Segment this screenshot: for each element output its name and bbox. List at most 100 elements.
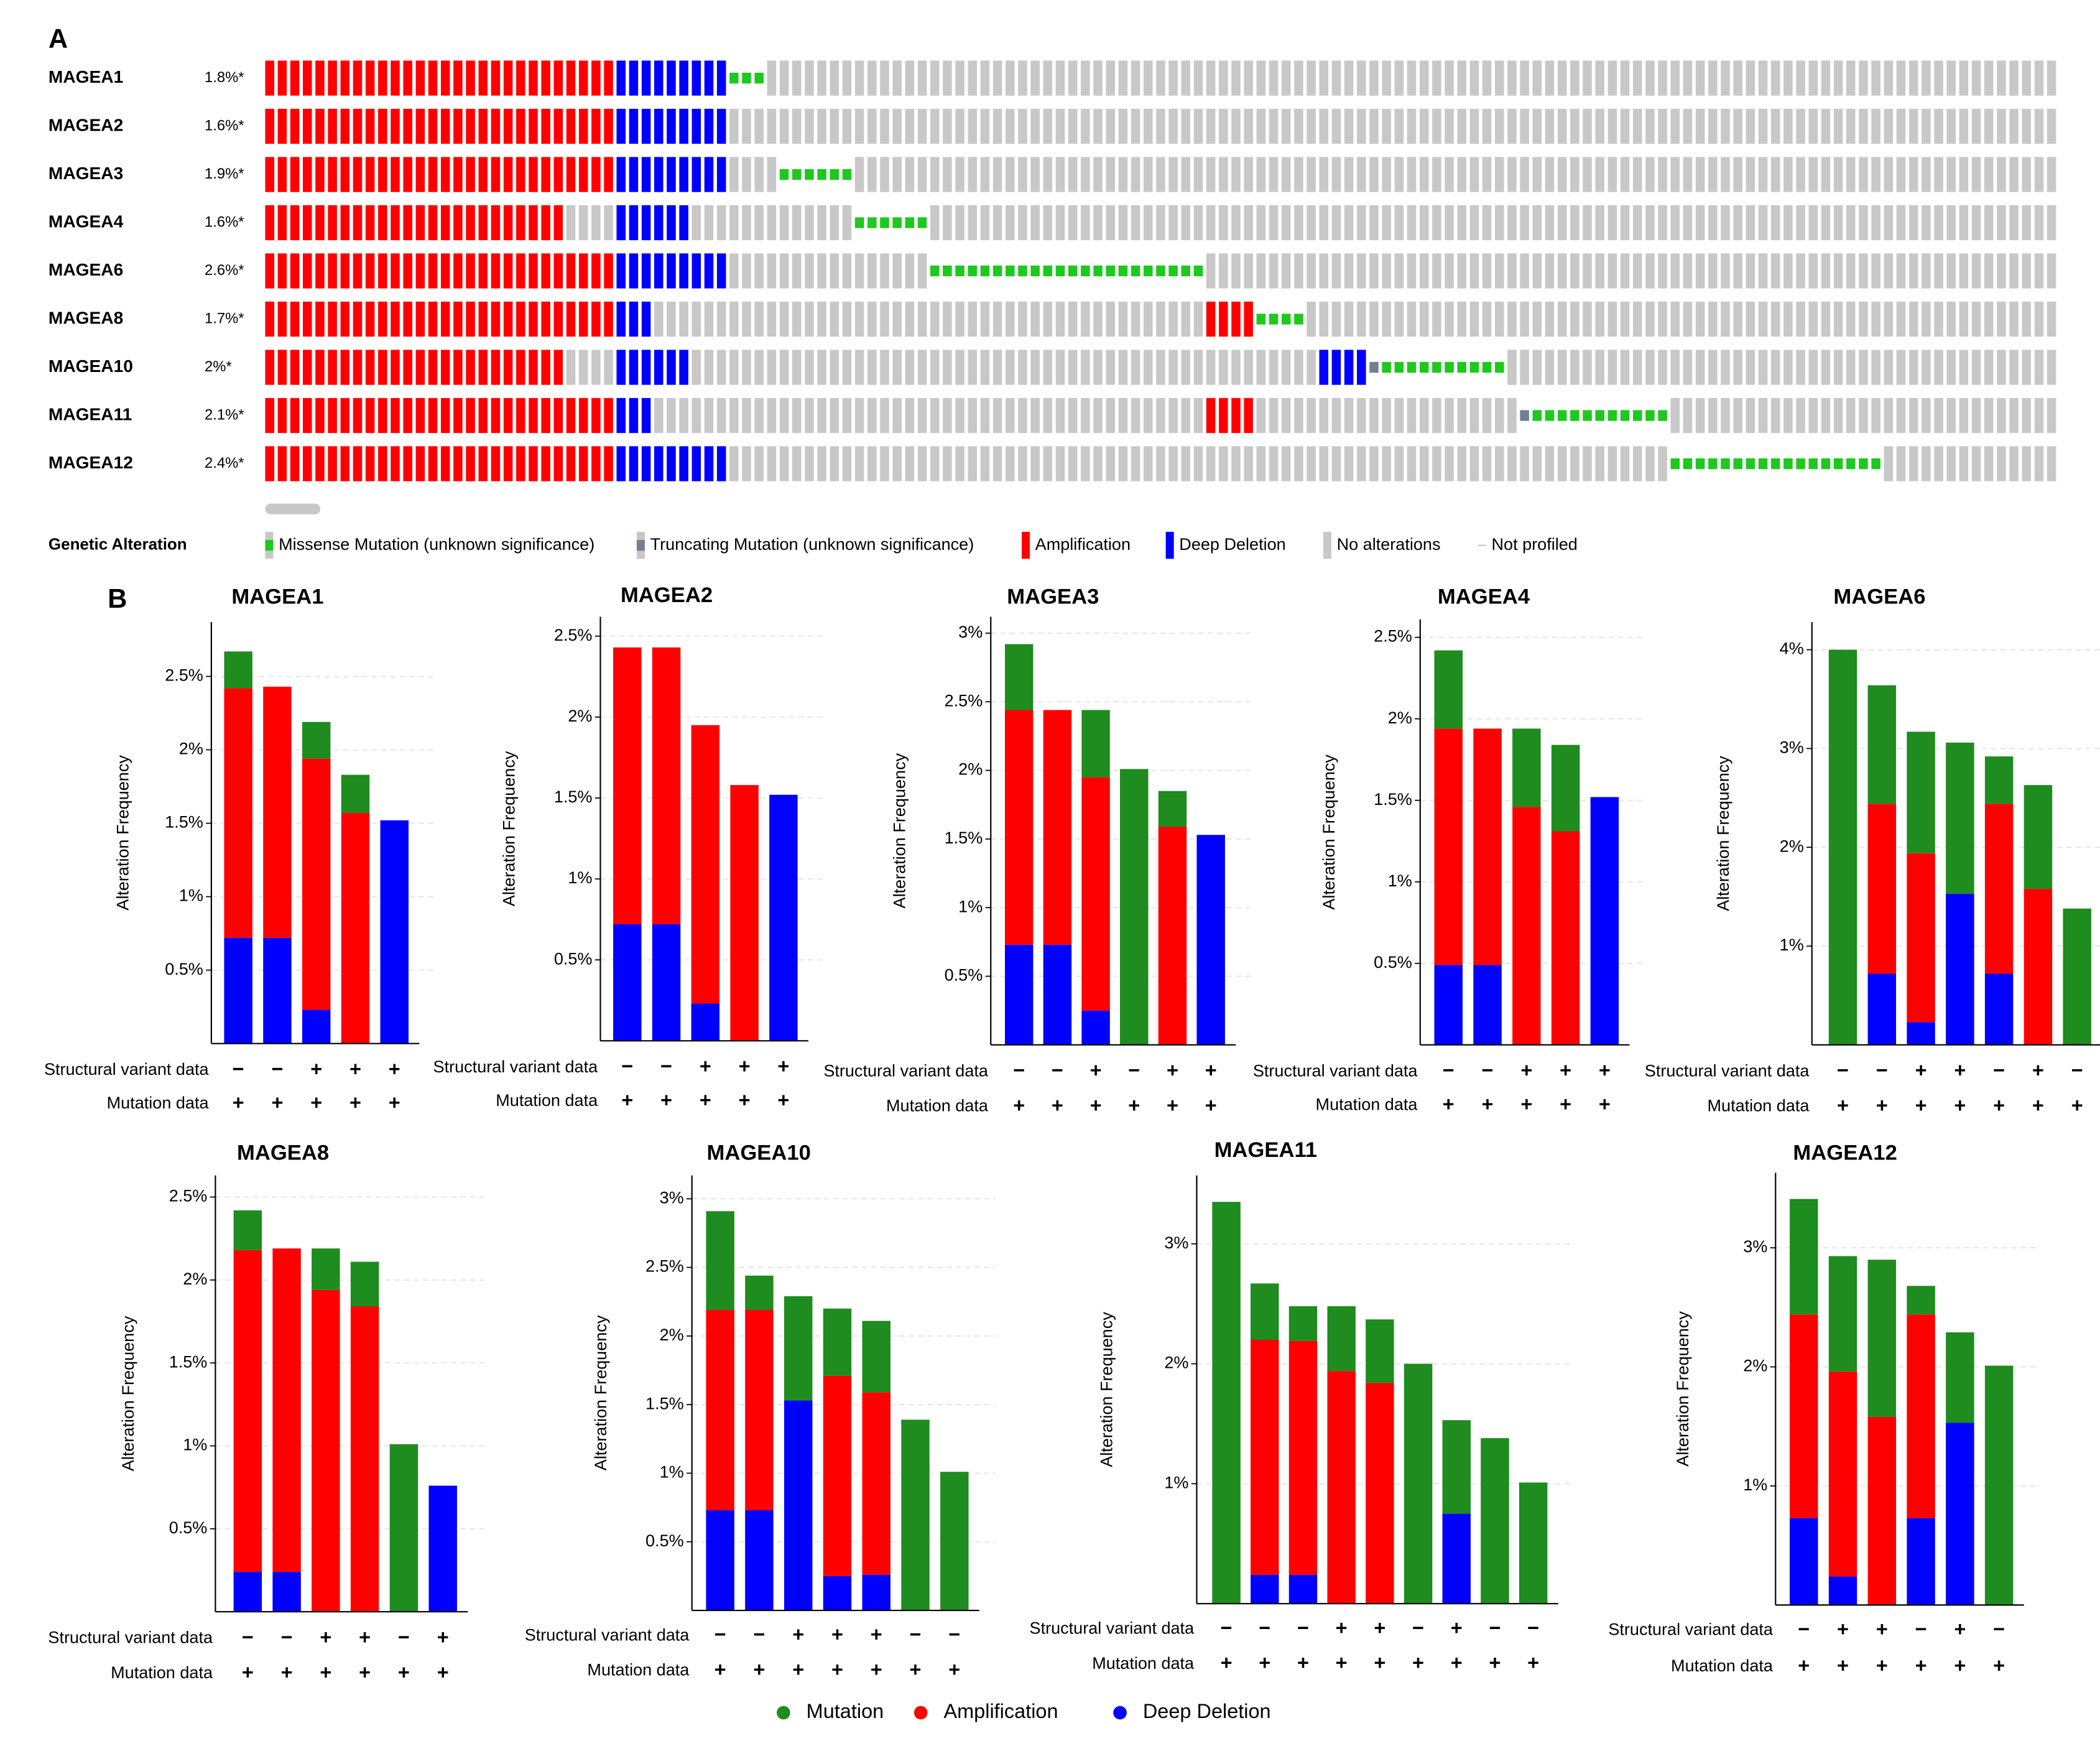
- oncoprint-cell: [2009, 60, 2019, 96]
- oncoprint-cell: [391, 350, 400, 385]
- bar-segment: [1790, 1314, 1818, 1518]
- oncoprint-cell: [466, 60, 475, 96]
- oncoprint-cell: [1168, 265, 1178, 277]
- oncoprint-cell: [290, 205, 300, 241]
- oncoprint-cell: [1884, 253, 1894, 289]
- oncoprint-cell: [1131, 108, 1140, 144]
- oncoprint-cell: [1231, 446, 1241, 481]
- oncoprint-cell: [1959, 446, 1969, 481]
- oncoprint-cell: [529, 253, 538, 289]
- oncoprint-cell: [968, 108, 978, 144]
- oncoprint-cell: [1244, 157, 1253, 192]
- oncoprint-cell: [1106, 60, 1115, 96]
- structural-variant-sign: −: [1489, 1617, 1501, 1639]
- oncoprint-cell: [1946, 108, 1956, 144]
- oncoprint-cell: [1131, 205, 1140, 241]
- oncoprint-cell: [1307, 350, 1316, 385]
- oncoprint-cell: [830, 397, 840, 434]
- oncoprint-cell: [1695, 108, 1705, 144]
- oncoprint-cell: [1469, 205, 1479, 241]
- mutation-sign: +: [1443, 1093, 1455, 1115]
- oncoprint-cell: [1394, 301, 1404, 337]
- oncoprint-cell: [716, 350, 726, 385]
- oncoprint-cell: [1971, 397, 1981, 434]
- bar-segment: [1442, 1513, 1471, 1604]
- oncoprint-cell: [792, 350, 802, 385]
- chart-title: MAGEA8: [237, 1141, 329, 1164]
- oncoprint-cell: [1908, 253, 1918, 289]
- oncoprint-cell: [365, 446, 375, 481]
- legend-swatch: [1022, 532, 1030, 559]
- oncoprint-cell: [2034, 350, 2044, 385]
- oncoprint-cell: [1357, 253, 1366, 289]
- oncoprint-cell: [1331, 350, 1341, 385]
- oncoprint-cell: [1833, 108, 1843, 144]
- oncoprint-cell: [1419, 60, 1429, 96]
- oncoprint-cell: [1357, 157, 1366, 192]
- bar-segment: [1867, 1260, 1897, 1417]
- oncoprint-cell: [503, 205, 513, 241]
- gene-label: MAGEA3: [49, 164, 123, 183]
- oncoprint-cell: [1984, 350, 1994, 385]
- structural-variant-sign: −: [1297, 1617, 1309, 1639]
- scrollbar[interactable]: [265, 503, 321, 514]
- oncoprint-cell: [2034, 397, 2044, 434]
- oncoprint-cell: [391, 157, 400, 192]
- oncoprint-cell: [503, 108, 513, 144]
- oncoprint-cell: [315, 157, 325, 192]
- y-tick-label: 1.5%: [945, 829, 983, 847]
- oncoprint-cell: [578, 108, 588, 144]
- oncoprint-cell: [302, 301, 312, 337]
- oncoprint-cell: [491, 60, 501, 96]
- row-label: Mutation data: [107, 1093, 210, 1112]
- oncoprint-cell: [1043, 60, 1053, 96]
- oncoprint-cell: [1507, 301, 1517, 337]
- oncoprint-cell: [1494, 446, 1504, 481]
- oncoprint-cell: [1658, 301, 1667, 337]
- oncoprint-cell: [1143, 397, 1153, 434]
- oncoprint-cell: [830, 108, 840, 144]
- oncoprint-cell: [302, 446, 312, 481]
- oncoprint-cell: [1583, 350, 1592, 385]
- oncoprint-cell: [491, 446, 501, 481]
- bar-segment: [1867, 1416, 1897, 1605]
- oncoprint-cell: [1733, 397, 1742, 434]
- oncoprint-cell: [1934, 60, 1943, 96]
- oncoprint-cell: [1922, 205, 1931, 241]
- oncoprint-cell: [2047, 301, 2056, 337]
- oncoprint-cell: [1156, 397, 1165, 434]
- oncoprint-cell: [290, 108, 300, 144]
- oncoprint-cell: [679, 205, 688, 241]
- oncoprint-cell: [604, 205, 613, 241]
- oncoprint-cell: [503, 253, 513, 289]
- oncoprint-cell: [1922, 253, 1931, 289]
- oncoprint-cell: [1557, 108, 1567, 144]
- oncoprint-cell: [2034, 60, 2044, 96]
- oncoprint-cell: [315, 108, 325, 144]
- oncoprint-cell: [1583, 205, 1592, 241]
- oncoprint-cell: [1670, 60, 1680, 96]
- row-label: Mutation data: [496, 1091, 598, 1110]
- bar-segment: [745, 1510, 774, 1611]
- oncoprint-cell: [854, 60, 864, 96]
- oncoprint-cell: [604, 253, 613, 289]
- oncoprint-cell: [491, 157, 501, 192]
- bar-segment: [233, 1210, 262, 1250]
- bar-segment: [1512, 728, 1541, 807]
- oncoprint-cell: [604, 108, 613, 144]
- structural-variant-sign: −: [2071, 1059, 2083, 1082]
- structural-variant-sign: −: [948, 1623, 960, 1646]
- oncoprint-cell: [2009, 446, 2019, 481]
- oncoprint-cell: [1808, 108, 1818, 144]
- oncoprint-cell: [955, 157, 964, 192]
- oncoprint-cell: [1570, 446, 1580, 481]
- oncoprint-cell: [968, 350, 978, 385]
- oncoprint-cell: [679, 157, 688, 192]
- oncoprint-cell: [478, 108, 488, 144]
- legend-label: Not profiled: [1492, 535, 1578, 554]
- oncoprint-cell: [529, 301, 538, 337]
- mutation-sign: +: [948, 1658, 960, 1681]
- oncoprint-cell: [792, 169, 802, 180]
- oncoprint-cell: [1131, 446, 1140, 481]
